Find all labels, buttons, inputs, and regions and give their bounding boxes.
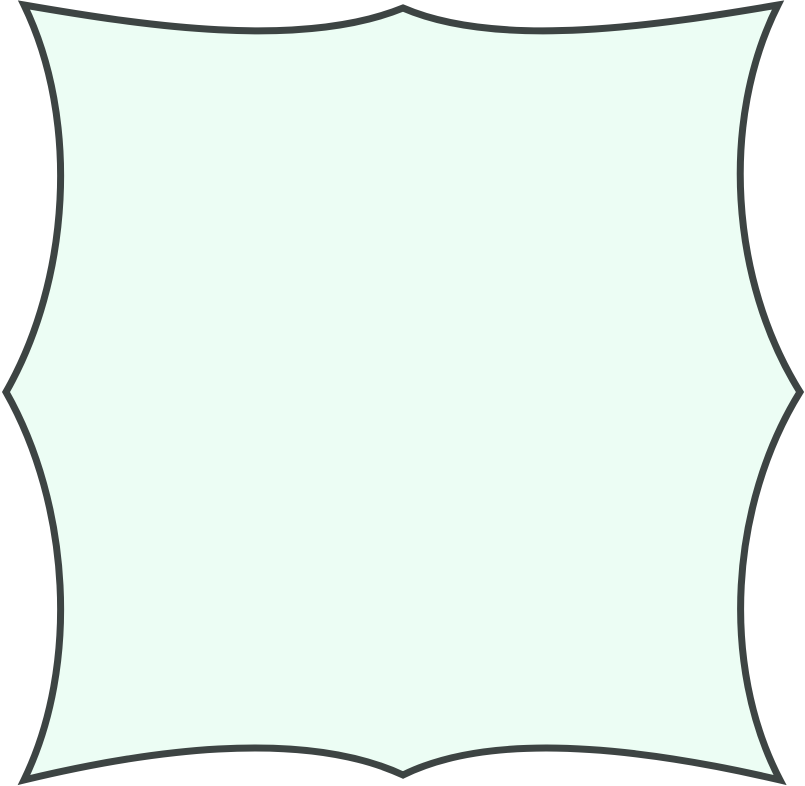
frame-shape-svg: [1, 0, 805, 786]
canvas: [1, 0, 805, 786]
scalloped-frame-shape: [1, 0, 805, 786]
